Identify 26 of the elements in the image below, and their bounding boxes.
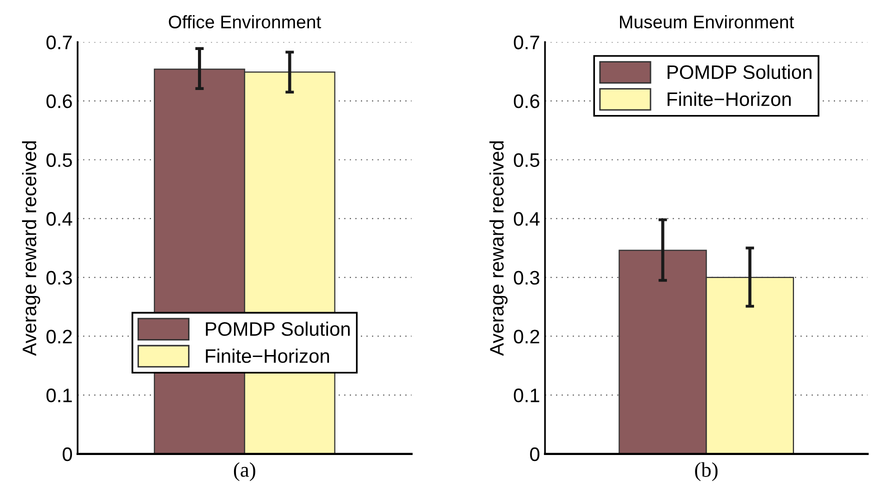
y-tick-label: 0 (530, 447, 540, 462)
y-tick-label: 0.3 (46, 270, 72, 285)
y-tick-label: 0.4 (514, 212, 540, 226)
y-tick-label: 0.2 (514, 330, 540, 344)
legend-label: Finite−Horizon (206, 348, 329, 363)
legend-label: Finite−Horizon (668, 92, 791, 106)
y-axis-title: Average reward received (22, 141, 40, 356)
x-axis-title: (b) (695, 462, 718, 482)
y-tick-label: 0.5 (514, 153, 540, 167)
y-tick-label: 0.3 (514, 270, 540, 285)
y-tick-label: 0 (62, 447, 72, 462)
y-tick-label: 0.7 (46, 36, 72, 50)
y-tick-label: 0.6 (46, 94, 72, 108)
chart-title: Office Environment (168, 15, 322, 28)
legend-label: POMDP Solution (206, 322, 350, 336)
y-tick-label: 0.7 (514, 36, 540, 50)
x-axis-title: (a) (234, 462, 256, 482)
chart-title: Museum Environment (620, 15, 794, 28)
legend-label: POMDP Solution (668, 64, 812, 80)
y-tick-label: 0.5 (46, 153, 72, 167)
y-tick-label: 0.2 (46, 330, 72, 344)
y-tick-label: 0.1 (514, 388, 540, 402)
y-axis-title: Average reward received (489, 141, 508, 356)
y-tick-label: 0.1 (46, 388, 72, 402)
y-tick-label: 0.4 (46, 212, 72, 226)
y-tick-label: 0.6 (514, 94, 540, 108)
